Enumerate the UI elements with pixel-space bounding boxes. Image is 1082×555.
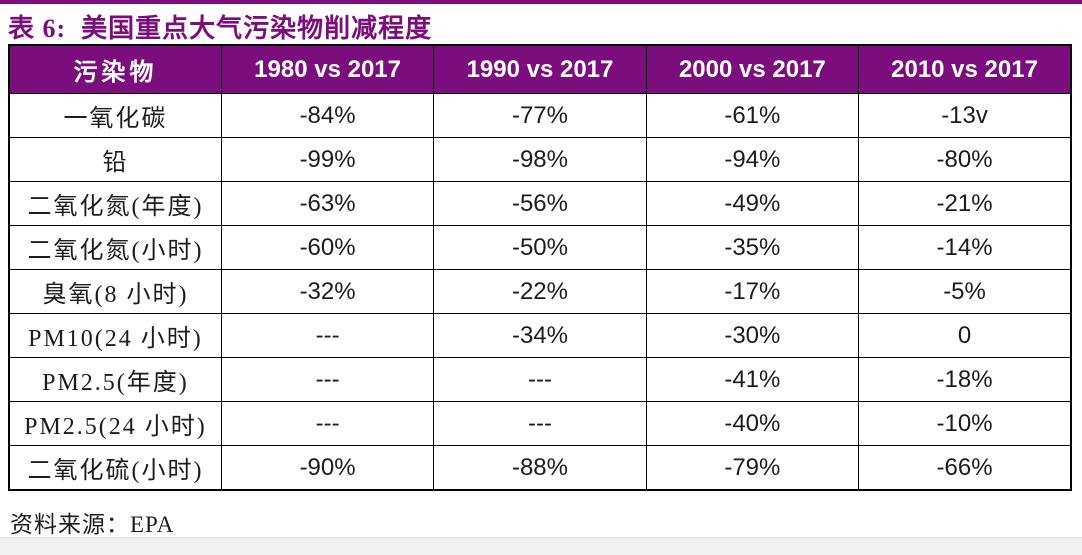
- table-cell: -66%: [858, 445, 1072, 491]
- table-cell: -41%: [645, 357, 860, 402]
- table-row: 臭氧(8 小时) -32% -22% -17% -5%: [8, 269, 1072, 314]
- table-cell: -90%: [220, 445, 435, 491]
- table-row: 二氧化硫(小时) -90% -88% -79% -66%: [8, 445, 1072, 491]
- row-label: PM10(24 小时): [8, 313, 222, 358]
- table-cell: -10%: [858, 401, 1072, 446]
- table-cell: ---: [433, 401, 647, 446]
- table-row: PM10(24 小时) --- -34% -30% 0: [8, 313, 1072, 358]
- column-header-2000-vs-2017: 2000 vs 2017: [645, 44, 860, 94]
- table-cell: -35%: [645, 225, 860, 270]
- table-row: 二氧化氮(年度) -63% -56% -49% -21%: [8, 181, 1072, 226]
- table-row: 铅 -99% -98% -94% -80%: [8, 137, 1072, 182]
- column-header-2010-vs-2017: 2010 vs 2017: [858, 44, 1072, 94]
- table-cell: -32%: [220, 269, 435, 314]
- table-cell: 0: [858, 313, 1072, 358]
- table-row: PM2.5(24 小时) --- --- -40% -10%: [8, 401, 1072, 446]
- table-cell: -21%: [858, 181, 1072, 226]
- table-cell: -13v: [858, 93, 1072, 138]
- table-cell: -63%: [220, 181, 435, 226]
- table-cell: -50%: [433, 225, 647, 270]
- table-cell: -77%: [433, 93, 647, 138]
- table-cell: -99%: [220, 137, 435, 182]
- table-cell: -22%: [433, 269, 647, 314]
- table-cell: ---: [433, 357, 647, 402]
- pollutant-reduction-table: 污染物 1980 vs 2017 1990 vs 2017 2000 vs 20…: [8, 44, 1072, 491]
- column-header-1990-vs-2017: 1990 vs 2017: [433, 44, 647, 94]
- table-cell: -98%: [433, 137, 647, 182]
- row-label: 二氧化氮(小时): [8, 225, 222, 270]
- table-cell: -56%: [433, 181, 647, 226]
- table-cell: -80%: [858, 137, 1072, 182]
- row-label: PM2.5(年度): [8, 357, 222, 402]
- table-header: 污染物 1980 vs 2017 1990 vs 2017 2000 vs 20…: [8, 44, 1072, 94]
- row-label: 臭氧(8 小时): [8, 269, 222, 314]
- table-body: 一氧化碳 -84% -77% -61% -13v 铅 -99% -98% -94% -80% 二氧化…: [8, 93, 1072, 491]
- table-cell: -17%: [645, 269, 860, 314]
- table-cell: -84%: [220, 93, 435, 138]
- column-header-pollutant: 污染物: [8, 44, 222, 94]
- row-label: 铅: [8, 137, 222, 182]
- table-cell: -49%: [645, 181, 860, 226]
- table-cell: -18%: [858, 357, 1072, 402]
- table-row: PM2.5(年度) --- --- -41% -18%: [8, 357, 1072, 402]
- table-cell: -34%: [433, 313, 647, 358]
- table-cell: -60%: [220, 225, 435, 270]
- row-label: 一氧化碳: [8, 93, 222, 138]
- table-cell: -5%: [858, 269, 1072, 314]
- table-row: 二氧化氮(小时) -60% -50% -35% -14%: [8, 225, 1072, 270]
- table-cell: -94%: [645, 137, 860, 182]
- top-accent-line: [0, 0, 1082, 4]
- table-cell: ---: [220, 357, 435, 402]
- table-cell: -88%: [433, 445, 647, 491]
- table-cell: ---: [220, 313, 435, 358]
- row-label: 二氧化硫(小时): [8, 445, 222, 491]
- table-row: 一氧化碳 -84% -77% -61% -13v: [8, 93, 1072, 138]
- table-title: 表 6: 美国重点大气污染物削减程度: [8, 14, 433, 43]
- column-header-1980-vs-2017: 1980 vs 2017: [220, 44, 435, 94]
- table-cell: -14%: [858, 225, 1072, 270]
- table-cell: -61%: [645, 93, 860, 138]
- bottom-gray-strip: [0, 537, 1082, 555]
- table-cell: ---: [220, 401, 435, 446]
- row-label: 二氧化氮(年度): [8, 181, 222, 226]
- source-label: 资料来源：EPA: [10, 512, 175, 537]
- table-cell: -30%: [645, 313, 860, 358]
- header-row: 污染物 1980 vs 2017 1990 vs 2017 2000 vs 20…: [8, 44, 1072, 94]
- table-cell: -40%: [645, 401, 860, 446]
- row-label: PM2.5(24 小时): [8, 401, 222, 446]
- table-cell: -79%: [645, 445, 860, 491]
